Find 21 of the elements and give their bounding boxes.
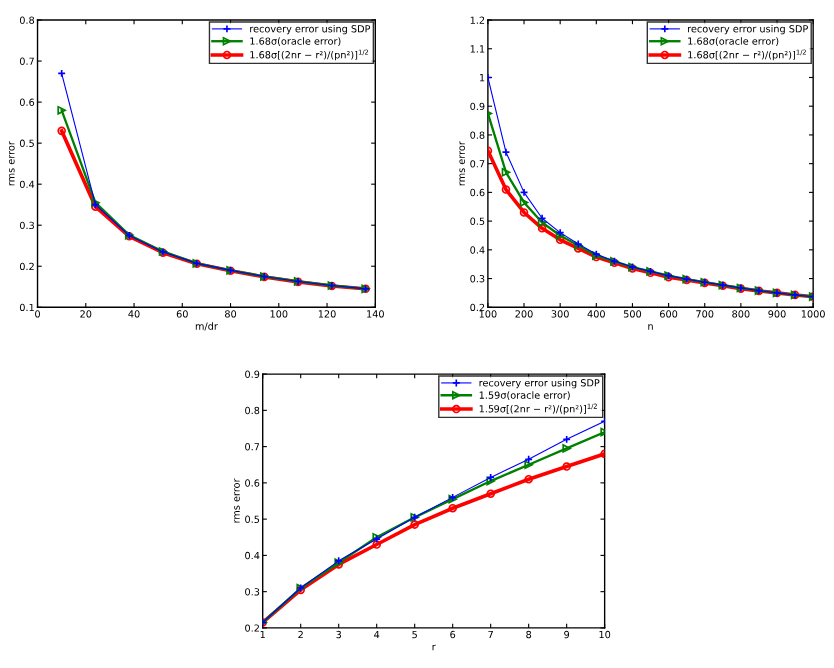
point xyxy=(501,167,511,177)
point xyxy=(562,444,571,453)
point xyxy=(519,198,529,207)
point xyxy=(537,218,547,227)
point xyxy=(57,126,66,136)
line-series xyxy=(487,146,814,301)
point xyxy=(57,106,66,115)
point xyxy=(537,223,547,233)
point xyxy=(524,474,533,484)
point xyxy=(501,147,511,157)
point xyxy=(524,460,533,470)
point xyxy=(501,185,511,194)
point xyxy=(562,462,571,471)
point xyxy=(537,213,547,223)
point xyxy=(372,540,381,549)
line-series xyxy=(487,109,814,301)
point xyxy=(410,520,419,529)
point xyxy=(486,489,495,499)
point xyxy=(448,503,457,513)
point xyxy=(519,208,529,217)
point xyxy=(555,235,565,245)
